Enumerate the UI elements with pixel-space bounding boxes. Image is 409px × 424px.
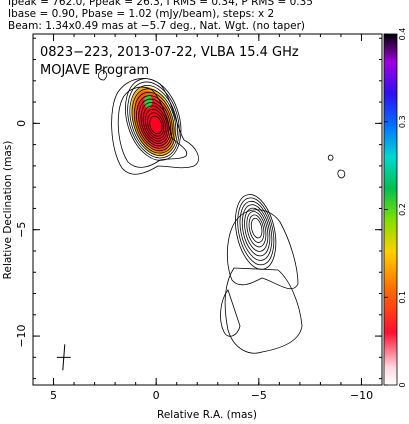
contour-outer — [98, 69, 108, 81]
contour-core — [136, 95, 173, 149]
core-intensity-fill — [144, 94, 153, 109]
contour-core — [142, 105, 168, 142]
contour-jet — [248, 214, 265, 243]
contour-outer — [227, 209, 299, 290]
contour-core — [140, 102, 170, 144]
contour-jet — [237, 197, 275, 266]
contour-outer — [220, 289, 241, 337]
colorbar-tick-label: 0.3 — [398, 115, 407, 128]
contour-outer — [117, 86, 188, 168]
contour-core — [144, 108, 166, 139]
contour-lines — [56, 69, 346, 371]
colorbar-tick-label: 0.4 — [398, 28, 407, 41]
contour-core — [149, 115, 163, 135]
plot-subtitle: MOJAVE Program — [40, 63, 149, 78]
contour-jet — [235, 194, 277, 270]
contour-jet — [241, 204, 271, 257]
x-tick-label: −10 — [350, 389, 373, 402]
contour-outer — [327, 154, 334, 161]
y-tick-label: −5 — [15, 222, 28, 238]
x-tick-label: −5 — [251, 389, 267, 402]
colorbar-tick-label: 0.1 — [398, 291, 407, 304]
y-axis-label: Relative Declination (mas) — [2, 141, 14, 280]
contour-core — [138, 98, 172, 147]
contour-core — [147, 112, 165, 137]
contour-jet — [246, 211, 267, 248]
y-tick-label: 0 — [15, 120, 28, 127]
contour-core — [125, 78, 182, 161]
core-intensity-fill — [141, 99, 166, 143]
contour-jet — [239, 200, 273, 261]
y-tick-label: −10 — [15, 324, 28, 347]
header-line-2: Ibase = 0.90, Pbase = 1.02 (mJy/beam), s… — [8, 8, 275, 20]
contour-core — [127, 81, 180, 159]
colorbar-tick-label: 0 — [398, 382, 407, 387]
contour-outer — [337, 169, 346, 179]
colorbar-ticks: 0 0.1 0.2 0.3 0.4 — [384, 28, 407, 388]
header-line-3: Beam: 1.34x0.49 mas at −5.7 deg., Nat. W… — [8, 20, 306, 32]
x-axis-label: Relative R.A. (mas) — [157, 409, 257, 421]
contour-outer — [224, 267, 303, 354]
contour-jet — [250, 217, 263, 239]
plot-title: 0823−223, 2013-07-22, VLBA 15.4 GHz — [40, 45, 299, 60]
contour-core — [133, 91, 175, 152]
x-tick-label: 5 — [50, 389, 57, 402]
contour-jet — [244, 207, 269, 252]
plot-frame — [32, 33, 383, 386]
contour-core — [131, 88, 177, 154]
header-line-1: Ipeak = 762.0, Ppeak = 26.3, I RMS = 0.3… — [8, 0, 313, 8]
colorbar-tick-label: 0.2 — [398, 203, 407, 216]
contour-core — [129, 85, 178, 156]
x-tick-label: 0 — [153, 389, 160, 402]
axis-ticks — [33, 34, 382, 385]
